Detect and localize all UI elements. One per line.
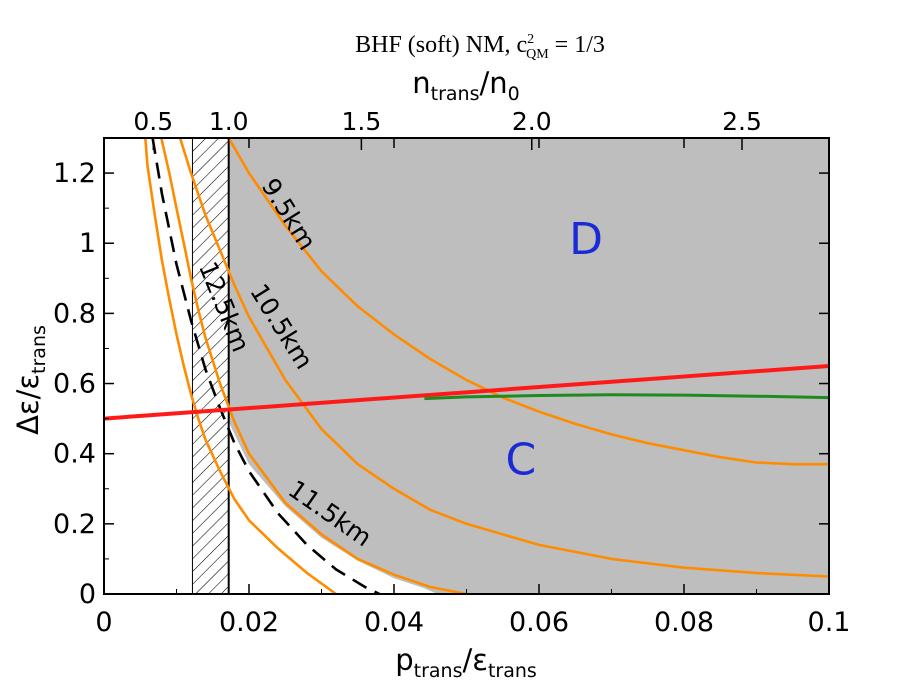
top-tick-label: 2.0 [512,107,552,136]
plot-area [104,138,829,594]
series-line-6 [424,393,829,401]
y-axis-label: Δε/εtrans [11,325,50,435]
x-tick-label: 0.02 [219,607,279,638]
y-tick-label: 0.2 [53,509,96,540]
hatched-band [192,138,229,594]
chart-title: BHF (soft) NM, c2 QM = 1/3 [355,32,605,62]
y-tick-label: 0.6 [53,369,96,400]
series-line-12-5km [144,138,337,594]
y-tick-label: 0.8 [53,298,96,329]
series-layer [104,138,829,594]
top-axis-label: ntrans/n0 [412,66,520,105]
x-axis-label: ptrans/εtrans [395,643,537,682]
series-line-5 [104,364,829,421]
x-tick-label: 0.1 [808,607,851,638]
series-line-11-5km [160,138,467,594]
series-line-4 [151,138,381,594]
top-tick-label: 2.5 [722,107,762,136]
region-label-d: D [569,214,603,265]
top-tick-label: 1.0 [209,107,249,136]
x-tick-label: 0.08 [654,607,714,638]
top-tick-label: 0.5 [133,107,173,136]
top-tick-label: 1.5 [341,107,381,136]
x-tick-label: 0.04 [364,607,424,638]
y-tick-label: 1 [79,228,96,259]
x-tick-label: 0.06 [509,607,569,638]
series-line-10-5km [178,138,829,578]
ticks-layer: 0 0.02 0.04 0.06 0.08 0.1 0 0.2 0.4 0.6 0.8 1 1.2 0.5… [53,107,850,638]
x-tick-label: 0 [95,607,112,638]
series-line-9-5km [227,138,829,466]
y-tick-label: 1.2 [53,158,96,189]
region-label-c: C [506,435,537,486]
y-tick-label: 0 [79,579,96,610]
shaded-region [228,138,829,594]
y-tick-label: 0.4 [53,439,96,470]
